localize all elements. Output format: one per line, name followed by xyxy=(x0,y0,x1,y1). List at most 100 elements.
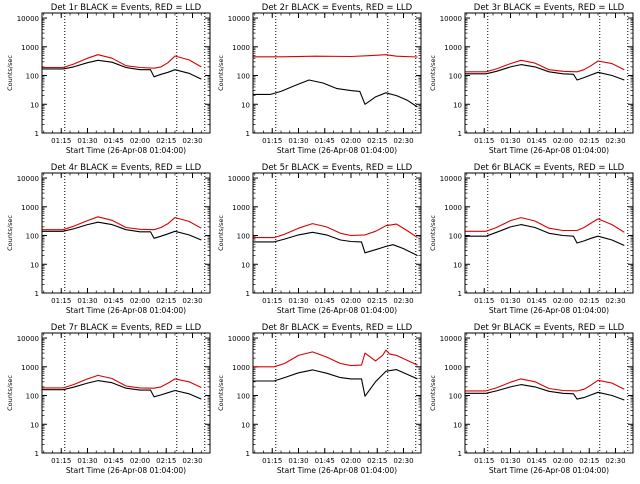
chart-4-series-events xyxy=(42,221,202,241)
chart-3-ytick-label-5: 10000 xyxy=(440,15,462,23)
chart-8-ytick-label-5: 10000 xyxy=(228,335,250,343)
chart-5-title: Det 5r BLACK = Events, RED = LLD xyxy=(262,163,413,173)
chart-5-xtick-label-3: 01:45 xyxy=(315,297,335,305)
chart-3: 1 10 100 1000 10000 01:15 01:30 01:45 02:00 02:15… xyxy=(429,3,634,155)
chart-6-ytick-label-5: 10000 xyxy=(440,175,462,183)
chart-5-frame xyxy=(252,172,422,294)
chart-9-ytick-label-1: 1 xyxy=(458,450,462,458)
chart-3-title: Det 3r BLACK = Events, RED = LLD xyxy=(474,3,625,13)
chart-3-ylabel: Counts/sec xyxy=(429,55,437,91)
chart-2-xtick-label-3: 01:45 xyxy=(315,137,335,145)
chart-8-series-lld xyxy=(253,349,418,368)
chart-7-ytick-label-4: 1000 xyxy=(21,364,39,372)
chart-2-xtick-label-6: 02:30 xyxy=(393,137,413,145)
chart-4-xlabel: Start Time (26-Apr-08 01:04:00) xyxy=(66,306,186,315)
chart-1-xtick-label-6: 02:30 xyxy=(182,137,202,145)
chart-7-ytick-label-5: 10000 xyxy=(17,335,39,343)
chart-9-xtick-label-6: 02:30 xyxy=(605,457,625,465)
chart-2-ytick-label-5: 10000 xyxy=(228,15,250,23)
chart-7-frame xyxy=(41,332,211,454)
chart-6-xtick-label-2: 01:30 xyxy=(500,297,520,305)
chart-6: 1 10 100 1000 10000 01:15 01:30 01:45 02:00 02:15… xyxy=(429,163,634,315)
chart-6-frame xyxy=(464,172,634,294)
chart-9-frame xyxy=(464,332,634,454)
chart-9-xtick-label-2: 01:30 xyxy=(500,457,520,465)
chart-6-xtick-label-3: 01:45 xyxy=(527,297,547,305)
chart-1-ytick-label-1: 1 xyxy=(35,130,39,138)
chart-6-title: Det 6r BLACK = Events, RED = LLD xyxy=(474,163,625,173)
chart-7-xtick-label-6: 02:30 xyxy=(182,457,202,465)
chart-4-ytick-label-4: 1000 xyxy=(21,204,39,212)
chart-2-xtick-label-4: 02:00 xyxy=(341,137,361,145)
chart-5-xtick-label-2: 01:30 xyxy=(288,297,308,305)
chart-7-ytick-label-2: 10 xyxy=(30,421,39,429)
chart-9-ytick-label-3: 100 xyxy=(449,393,462,401)
chart-1-series-lld xyxy=(42,54,202,69)
chart-9-xtick-label-3: 01:45 xyxy=(527,457,547,465)
chart-7-xtick-label-4: 02:00 xyxy=(130,457,150,465)
chart-8-xtick-label-6: 02:30 xyxy=(393,457,413,465)
chart-5-series-events xyxy=(253,231,418,257)
chart-8-frame xyxy=(252,332,422,454)
chart-6-xtick-label-5: 02:15 xyxy=(579,297,599,305)
chart-7-title: Det 7r BLACK = Events, RED = LLD xyxy=(51,323,202,333)
chart-3-ytick-label-2: 10 xyxy=(453,101,462,109)
chart-5-ytick-label-1: 1 xyxy=(246,290,250,298)
chart-1-xtick-label-3: 01:45 xyxy=(104,137,124,145)
chart-2-frame xyxy=(252,12,422,134)
chart-1-ytick-label-5: 10000 xyxy=(17,15,39,23)
chart-7-ytick-label-1: 1 xyxy=(35,450,39,458)
chart-4-xtick-label-1: 01:15 xyxy=(51,297,71,305)
chart-2: 1 10 100 1000 10000 01:15 01:30 01:45 02:00 02:15… xyxy=(217,3,422,155)
chart-7: 1 10 100 1000 10000 01:15 01:30 01:45 02:00 02:15… xyxy=(6,323,211,475)
chart-4-xtick-label-4: 02:00 xyxy=(130,297,150,305)
chart-3-xtick-label-2: 01:30 xyxy=(500,137,520,145)
chart-2-ytick-label-3: 100 xyxy=(237,73,250,81)
chart-2-series-events xyxy=(253,79,418,108)
chart-6-xlabel: Start Time (26-Apr-08 01:04:00) xyxy=(489,306,609,315)
chart-8-title: Det 8r BLACK = Events, RED = LLD xyxy=(262,323,413,333)
chart-7-ytick-label-3: 100 xyxy=(26,393,39,401)
chart-2-xtick-label-5: 02:15 xyxy=(367,137,387,145)
chart-7-ylabel: Counts/sec xyxy=(6,375,14,411)
chart-2-ytick-label-2: 10 xyxy=(241,101,250,109)
chart-2-series-lld xyxy=(253,54,418,58)
chart-8: 1 10 100 1000 10000 01:15 01:30 01:45 02:00 02:15… xyxy=(217,323,422,475)
chart-1-frame xyxy=(41,12,211,134)
chart-1-xtick-label-4: 02:00 xyxy=(130,137,150,145)
chart-7-xtick-label-2: 01:30 xyxy=(77,457,97,465)
chart-4-ytick-label-2: 10 xyxy=(30,261,39,269)
chart-2-xtick-label-1: 01:15 xyxy=(262,137,282,145)
chart-8-xlabel: Start Time (26-Apr-08 01:04:00) xyxy=(277,466,397,475)
chart-3-xtick-label-1: 01:15 xyxy=(474,137,494,145)
chart-2-ylabel: Counts/sec xyxy=(217,55,225,91)
chart-3-series-events xyxy=(465,64,625,81)
chart-5-xtick-label-4: 02:00 xyxy=(341,297,361,305)
chart-4-xtick-label-6: 02:30 xyxy=(182,297,202,305)
chart-3-ytick-label-4: 1000 xyxy=(444,44,462,52)
chart-5-ytick-label-4: 1000 xyxy=(232,204,250,212)
chart-6-xtick-label-4: 02:00 xyxy=(553,297,573,305)
chart-1-xtick-label-5: 02:15 xyxy=(156,137,176,145)
chart-8-xtick-label-5: 02:15 xyxy=(367,457,387,465)
chart-6-ytick-label-4: 1000 xyxy=(444,204,462,212)
chart-2-ytick-label-4: 1000 xyxy=(232,44,250,52)
chart-3-xtick-label-6: 02:30 xyxy=(605,137,625,145)
chart-5-series-lld xyxy=(253,223,418,239)
chart-3-xlabel: Start Time (26-Apr-08 01:04:00) xyxy=(489,146,609,155)
chart-9-ylabel: Counts/sec xyxy=(429,375,437,411)
chart-9-series-events xyxy=(465,384,625,401)
chart-9-title: Det 9r BLACK = Events, RED = LLD xyxy=(474,323,625,333)
chart-4-title: Det 4r BLACK = Events, RED = LLD xyxy=(51,163,202,173)
chart-6-series-events xyxy=(465,224,625,247)
chart-8-ytick-label-4: 1000 xyxy=(232,364,250,372)
chart-6-ytick-label-3: 100 xyxy=(449,233,462,241)
chart-1-title: Det 1r BLACK = Events, RED = LLD xyxy=(51,3,202,13)
chart-9-ytick-label-4: 1000 xyxy=(444,364,462,372)
chart-6-ytick-label-1: 1 xyxy=(458,290,462,298)
chart-1: 1 10 100 1000 10000 01:15 01:30 01:45 02:00 02:15… xyxy=(6,3,211,155)
chart-3-xtick-label-3: 01:45 xyxy=(527,137,547,145)
chart-4-ylabel: Counts/sec xyxy=(6,215,14,251)
